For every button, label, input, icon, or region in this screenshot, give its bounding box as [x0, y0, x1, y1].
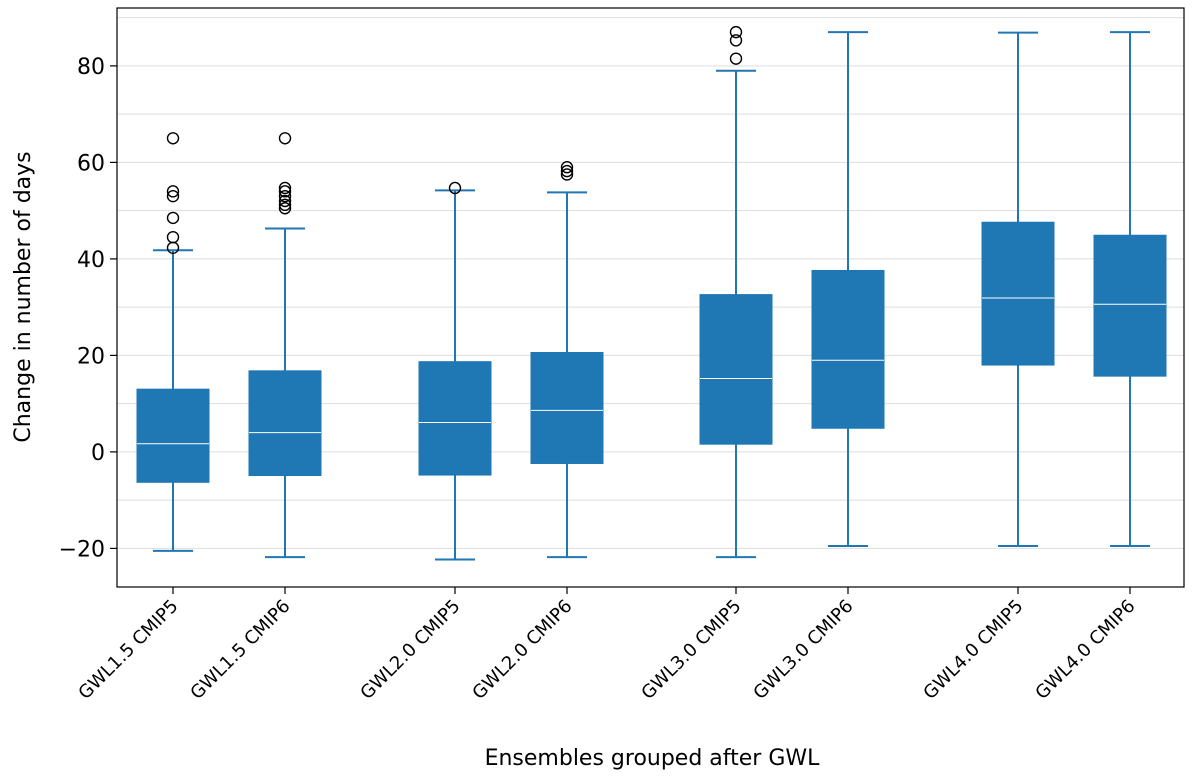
outlier-point — [166, 189, 180, 203]
box-6 — [811, 31, 885, 547]
box-5 — [699, 25, 773, 559]
outlier-point — [278, 189, 292, 203]
outlier-point — [278, 181, 292, 195]
outlier-point — [560, 161, 574, 174]
box-iqr — [1093, 234, 1167, 377]
outlier-point — [560, 168, 574, 181]
box-iqr — [136, 388, 210, 483]
x-tick-label: GWL4.0 CMIP6 — [1031, 596, 1139, 704]
outlier-point — [166, 230, 180, 244]
x-tick-label: GWL2.0 CMIP5 — [356, 596, 464, 704]
outlier-point — [278, 194, 292, 208]
y-axis-label: Change in number of days — [11, 151, 36, 442]
outlier-point — [278, 132, 292, 145]
box-iqr — [981, 221, 1055, 366]
y-axis: −20 0 20 40 60 80 — [59, 55, 117, 562]
x-axis: GWL1.5 CMIP5 GWL1.5 CMIP6 GWL2.0 CMIP5 GWL2… — [74, 587, 1140, 704]
x-tick-label: GWL1.5 CMIP5 — [74, 596, 182, 704]
x-tick-label: GWL2.0 CMIP6 — [468, 596, 576, 704]
y-tick-label: −20 — [59, 537, 105, 562]
outlier-point — [560, 164, 574, 178]
outlier-point — [278, 185, 292, 198]
y-tick-label: 40 — [77, 248, 105, 273]
box-2 — [248, 132, 322, 559]
outlier-point — [166, 185, 180, 198]
outlier-point — [278, 198, 292, 212]
box-7 — [981, 31, 1055, 547]
box-3 — [418, 181, 492, 561]
x-tick-label: GWL3.0 CMIP6 — [749, 596, 857, 704]
outlier-point — [729, 25, 743, 39]
outlier-point — [729, 34, 743, 47]
y-tick-label: 60 — [77, 151, 105, 176]
box-iqr — [811, 269, 885, 429]
box-4 — [530, 161, 604, 559]
outlier-point — [278, 202, 292, 215]
x-tick-label: GWL3.0 CMIP5 — [637, 596, 745, 704]
box-iqr — [699, 294, 773, 445]
box-8 — [1093, 31, 1167, 547]
box-iqr — [248, 370, 322, 477]
y-tick-label: 20 — [77, 344, 105, 369]
box-series — [136, 25, 1167, 561]
box-1 — [136, 132, 210, 552]
outlier-point — [729, 52, 743, 65]
plot-frame — [116, 7, 1185, 588]
outlier-point — [448, 181, 462, 195]
outlier-point — [166, 132, 180, 145]
box-iqr — [530, 352, 604, 464]
outlier-point — [166, 211, 180, 225]
y-tick-label: 80 — [77, 55, 105, 80]
y-tick-label: 0 — [91, 441, 105, 466]
x-tick-label: GWL4.0 CMIP5 — [919, 596, 1027, 704]
box-iqr — [418, 361, 492, 476]
x-tick-label: GWL1.5 CMIP6 — [186, 596, 294, 704]
x-axis-label: Ensembles grouped after GWL — [485, 746, 821, 771]
